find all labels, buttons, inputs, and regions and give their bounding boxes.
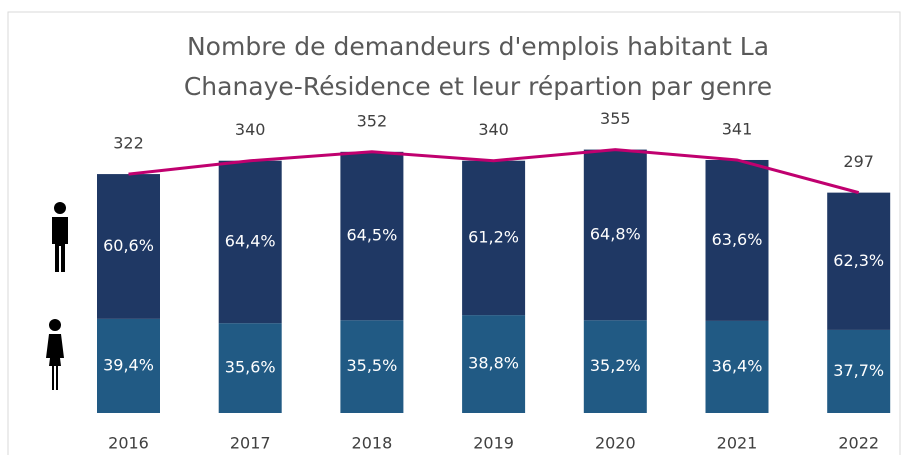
- data-label: 36,4%: [712, 356, 763, 375]
- bar-segment: [583, 320, 647, 413]
- x-tick-label: 2022: [838, 434, 879, 453]
- man-icon: [52, 202, 68, 272]
- chart-frame: [7, 11, 901, 455]
- data-label: 35,5%: [346, 356, 397, 375]
- data-label: 63,6%: [712, 230, 763, 249]
- data-label: 35,2%: [590, 356, 641, 375]
- x-tick-label: 2016: [108, 434, 149, 453]
- bar-segment: [705, 159, 769, 321]
- chart-title: Chanaye-Résidence et leur répartion par …: [184, 72, 772, 101]
- bar-segment: [97, 174, 160, 319]
- data-label: 38,8%: [468, 354, 519, 373]
- x-tick-label: 2017: [230, 434, 271, 453]
- total-label: 355: [600, 109, 631, 128]
- bar-segment: [583, 149, 647, 321]
- bar-segment: [827, 329, 891, 413]
- bar-segment: [462, 315, 526, 413]
- total-label: 297: [843, 152, 874, 171]
- x-tick-label: 2018: [352, 434, 393, 453]
- data-label: 37,7%: [833, 361, 884, 380]
- total-label: 352: [357, 111, 388, 130]
- bar-segment: [340, 320, 404, 413]
- data-label: 64,8%: [590, 224, 641, 243]
- woman-icon: [46, 319, 64, 390]
- data-label: 39,4%: [103, 355, 154, 374]
- total-line: [128, 148, 860, 195]
- x-tick-label: 2021: [717, 434, 758, 453]
- x-tick-label: 2019: [473, 434, 514, 453]
- data-label: 35,6%: [225, 358, 276, 377]
- total-label: 340: [235, 120, 266, 139]
- bar-segment: [827, 192, 891, 330]
- bar-segment: [462, 160, 526, 316]
- bar-segment: [97, 318, 160, 413]
- total-label: 322: [113, 134, 144, 153]
- bar-segment: [218, 323, 282, 413]
- data-label: 64,4%: [225, 231, 276, 250]
- data-label: 60,6%: [103, 236, 154, 255]
- data-label: 64,5%: [346, 226, 397, 245]
- total-label: 340: [478, 120, 509, 139]
- bar-segment: [218, 160, 282, 324]
- bar-segment: [705, 320, 769, 413]
- data-label: 62,3%: [833, 251, 884, 270]
- data-label: 61,2%: [468, 227, 519, 246]
- bar-segment: [340, 151, 404, 321]
- chart-title: Nombre de demandeurs d'emplois habitant …: [187, 32, 769, 61]
- total-label: 341: [722, 119, 753, 138]
- x-tick-label: 2020: [595, 434, 636, 453]
